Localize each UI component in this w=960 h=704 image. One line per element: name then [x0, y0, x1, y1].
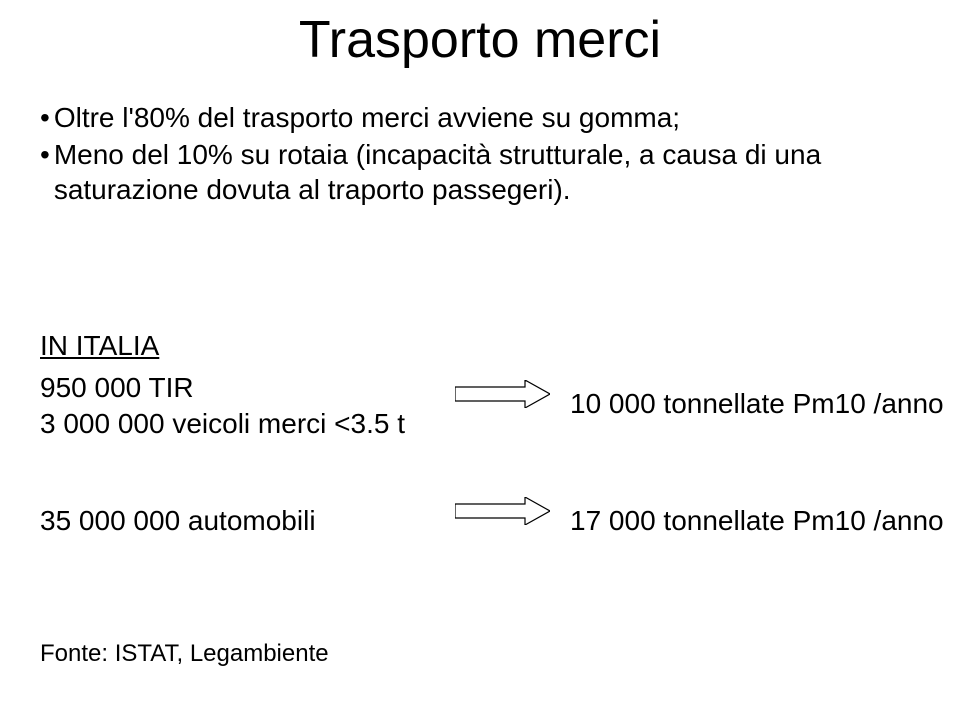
bullet-item: • Meno del 10% su rotaia (incapacità str… — [40, 137, 920, 207]
bullet-text: Oltre l'80% del trasporto merci avviene … — [54, 100, 680, 135]
autos-count: 35 000 000 automobili — [40, 505, 316, 537]
bullet-dot: • — [40, 100, 50, 135]
pm10-autos: 17 000 tonnellate Pm10 /anno — [570, 505, 944, 537]
page-title: Trasporto merci — [0, 10, 960, 70]
slide: Trasporto merci • Oltre l'80% del traspo… — [0, 0, 960, 704]
pm10-trucks: 10 000 tonnellate Pm10 /anno — [570, 388, 944, 420]
bullet-item: • Oltre l'80% del trasporto merci avvien… — [40, 100, 920, 135]
arrow-icon — [455, 380, 550, 408]
section-heading: IN ITALIA — [40, 330, 159, 362]
arrow-icon — [455, 497, 550, 525]
bullet-text: Meno del 10% su rotaia (incapacità strut… — [54, 137, 920, 207]
bullet-dot: • — [40, 137, 50, 207]
tir-count: 950 000 TIR — [40, 370, 405, 406]
small-trucks-count: 3 000 000 veicoli merci <3.5 t — [40, 406, 405, 442]
left-column: 950 000 TIR 3 000 000 veicoli merci <3.5… — [40, 370, 405, 443]
bullet-list: • Oltre l'80% del trasporto merci avvien… — [40, 100, 920, 209]
source-note: Fonte: ISTAT, Legambiente — [40, 640, 329, 668]
